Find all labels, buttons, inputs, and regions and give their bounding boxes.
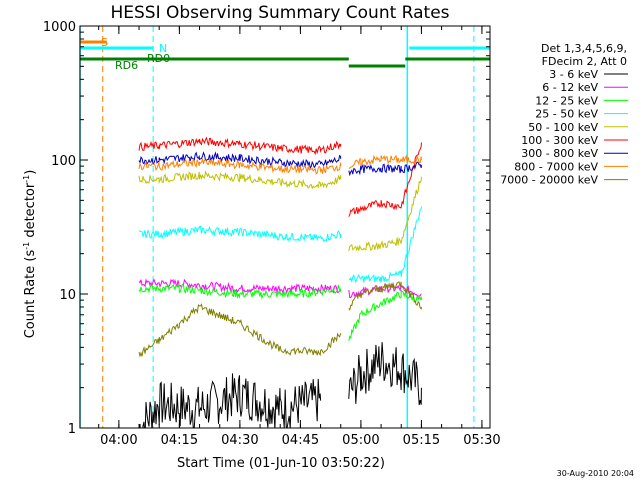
legend-label-1: 6 - 12 keV <box>542 81 598 94</box>
series-7-segment-0 <box>138 157 342 175</box>
series-3-segment-0 <box>138 225 342 242</box>
legend-label-6: 300 - 800 keV <box>521 147 598 160</box>
series-4-segment-0 <box>138 170 342 190</box>
series-2-segment-1 <box>348 289 422 341</box>
x-tick-label-5: 05:15 <box>403 433 440 448</box>
legend-header-0: Det 1,3,4,5,6,9, <box>541 42 627 55</box>
series-6-segment-0 <box>138 151 342 169</box>
series-4-segment-1 <box>348 176 422 252</box>
flag-rd6-label: RD6 <box>115 59 138 72</box>
series-0-segment-1 <box>348 342 422 406</box>
legend-label-2: 12 - 25 keV <box>535 94 598 107</box>
series-1-segment-0 <box>138 278 342 294</box>
y-tick-label-2: 100 <box>51 154 76 169</box>
plot-frame <box>79 25 491 429</box>
flag-s-label: S <box>101 36 108 49</box>
x-tick-label-4: 05:00 <box>342 433 379 448</box>
y-tick-label-3: 1000 <box>43 20 76 35</box>
x-tick-label-2: 04:30 <box>221 433 258 448</box>
svg-text:Count Rate (s-1 detector-1): Count Rate (s-1 detector-1) <box>22 170 38 339</box>
series-2-segment-0 <box>138 283 342 300</box>
legend-label-7: 800 - 7000 keV <box>514 160 598 173</box>
series-0-segment-0 <box>138 373 322 428</box>
legend-header-1: FDecim 2, Att 0 <box>542 55 627 68</box>
footer-date: 30-Aug-2010 20:04 <box>557 469 634 478</box>
y-tick-label-0: 1 <box>68 422 76 437</box>
series-7-segment-1 <box>348 154 422 169</box>
y-tick-label-1: 10 <box>59 288 76 303</box>
series-lines <box>138 136 422 428</box>
series-8-segment-0 <box>138 303 342 358</box>
series-3-segment-1 <box>348 206 422 284</box>
legend-label-5: 100 - 300 keV <box>521 134 598 147</box>
x-tick-label-6: 05:30 <box>463 433 500 448</box>
series-8-segment-1 <box>348 281 422 311</box>
series-5-segment-1 <box>348 142 422 217</box>
y-axis-label: Count Rate (s-1 detector-1) <box>22 170 38 339</box>
axis-ticks: 04:00 04:15 04:30 04:45 05:00 05:15 05:30 1 10 10… <box>43 20 501 448</box>
legend-label-8: 7000 - 20000 keV <box>500 174 598 187</box>
legend-label-4: 50 - 100 keV <box>528 121 598 134</box>
series-6-segment-1 <box>348 161 422 177</box>
x-tick-label-3: 04:45 <box>282 433 319 448</box>
legend: Det 1,3,4,5,6,9,FDecim 2, Att 03 - 6 keV… <box>500 42 628 187</box>
x-tick-label-0: 04:00 <box>100 433 137 448</box>
series-5-segment-0 <box>138 136 342 156</box>
legend-label-0: 3 - 6 keV <box>549 68 598 81</box>
flag-rd0-label: RD0 <box>147 52 170 65</box>
x-tick-label-1: 04:15 <box>161 433 198 448</box>
flag-n-label: N <box>159 42 167 55</box>
chart-title: HESSI Observing Summary Count Rates <box>110 3 449 23</box>
legend-label-3: 25 - 50 keV <box>535 108 598 121</box>
x-axis-label: Start Time (01-Jun-10 03:50:22) <box>177 456 385 471</box>
